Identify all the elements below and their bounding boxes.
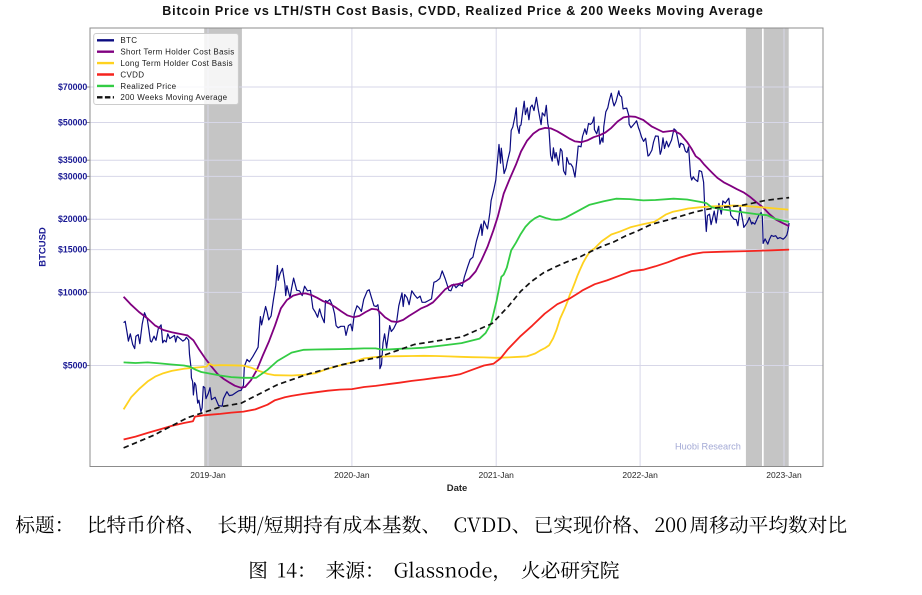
svg-text:$20000: $20000 <box>58 214 87 224</box>
svg-text:Huobi Research: Huobi Research <box>675 442 741 452</box>
svg-text:BTCUSD: BTCUSD <box>38 227 49 267</box>
svg-text:2020-Jan: 2020-Jan <box>334 470 370 480</box>
svg-text:Long Term Holder Cost Basis: Long Term Holder Cost Basis <box>120 59 233 68</box>
svg-text:$30000: $30000 <box>58 171 87 181</box>
svg-text:$50000: $50000 <box>58 118 87 128</box>
svg-text:Bitcoin Price vs LTH/STH Cost: Bitcoin Price vs LTH/STH Cost Basis, CVD… <box>162 4 763 18</box>
svg-text:200 Weeks Moving Average: 200 Weeks Moving Average <box>120 93 227 102</box>
svg-text:$5000: $5000 <box>63 361 88 371</box>
svg-text:2022-Jan: 2022-Jan <box>622 470 658 480</box>
svg-text:Date: Date <box>447 483 468 494</box>
svg-text:2019-Jan: 2019-Jan <box>190 470 226 480</box>
svg-text:$35000: $35000 <box>58 155 87 165</box>
svg-text:$15000: $15000 <box>58 245 87 255</box>
svg-text:2023-Jan: 2023-Jan <box>766 470 802 480</box>
svg-text:2021-Jan: 2021-Jan <box>478 470 514 480</box>
svg-text:$70000: $70000 <box>58 82 87 92</box>
svg-text:Realized Price: Realized Price <box>120 82 176 91</box>
svg-text:Short Term Holder Cost Basis: Short Term Holder Cost Basis <box>120 48 234 57</box>
svg-text:BTC: BTC <box>120 36 137 45</box>
svg-text:$10000: $10000 <box>58 287 87 297</box>
svg-text:CVDD: CVDD <box>120 70 144 79</box>
